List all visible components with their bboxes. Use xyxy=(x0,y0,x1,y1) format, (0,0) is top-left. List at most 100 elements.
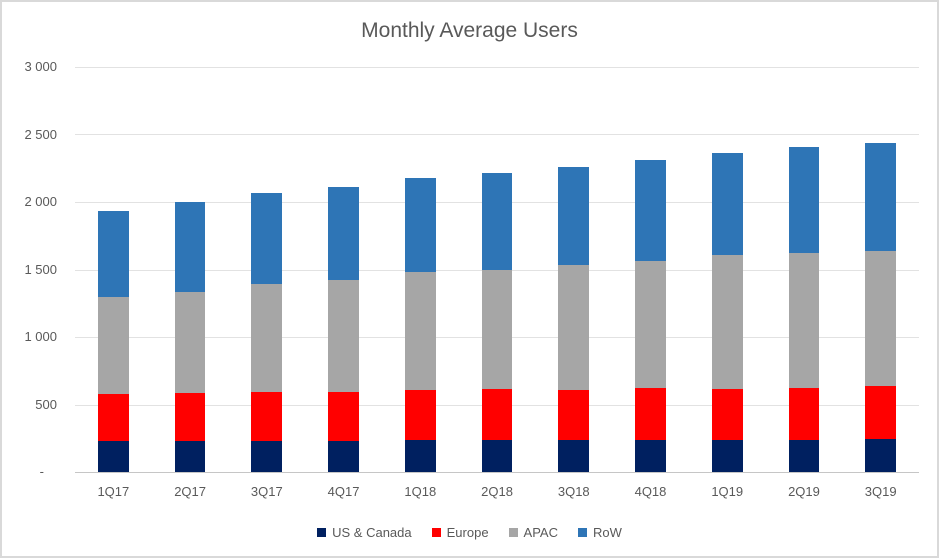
bar-segment-europe xyxy=(788,388,820,440)
x-tick-label: 2Q17 xyxy=(174,484,206,499)
bar-segment-us-canada xyxy=(865,438,897,472)
stacked-bar-1q19 xyxy=(711,67,743,472)
legend-item-us-canada: US & Canada xyxy=(317,525,412,540)
bar-slot-3q19 xyxy=(842,67,919,472)
bar-segment-apac xyxy=(711,255,743,389)
stacked-bar-2q17 xyxy=(174,67,206,472)
bar-segment-europe xyxy=(481,388,513,441)
bar-segment-europe xyxy=(635,388,666,440)
x-tick-label: 3Q17 xyxy=(250,484,283,499)
bar-segment-apac xyxy=(481,269,513,389)
y-tick-label: 3 000 xyxy=(24,59,57,74)
legend: US & Canada Europe APAC RoW xyxy=(2,525,937,540)
bar-slot-2q18 xyxy=(459,67,536,472)
bar-segment-us-canada xyxy=(635,439,666,472)
bar-segment-apac xyxy=(251,283,283,393)
bar-segment-europe xyxy=(328,392,359,441)
stacked-bar-3q17 xyxy=(251,67,283,472)
x-axis-labels: 1Q17 2Q17 3Q17 4Q17 1Q18 2Q18 3Q18 4Q18 1Q19 2Q19… xyxy=(75,484,919,500)
stacked-bar-1q18 xyxy=(404,67,436,472)
bar-segment-row xyxy=(558,166,590,266)
bar-segment-row xyxy=(174,202,206,292)
gridline xyxy=(75,67,919,68)
x-tick-label: 4Q18 xyxy=(634,484,667,499)
legend-swatch-icon xyxy=(317,528,327,537)
stacked-bar-3q18 xyxy=(558,67,590,472)
bar-segment-apac xyxy=(174,291,206,394)
bar-slot-2q17 xyxy=(152,67,229,472)
bar-segment-row xyxy=(481,173,513,270)
y-tick-label: 2 000 xyxy=(24,194,57,209)
bar-segment-row xyxy=(711,152,743,256)
stacked-bar-3q19 xyxy=(865,67,897,472)
y-tick-label: 1 500 xyxy=(24,261,57,277)
bar-segment-us-canada xyxy=(251,440,283,472)
stacked-bar-2q19 xyxy=(788,67,820,472)
bar-slot-1q19 xyxy=(689,67,766,472)
legend-label: US & Canada xyxy=(332,525,412,540)
bar-slot-1q17 xyxy=(75,67,152,472)
x-tick-label: 3Q19 xyxy=(864,484,897,499)
bar-segment-us-canada xyxy=(711,440,743,472)
bar-segment-europe xyxy=(404,389,436,441)
bar-segment-us-canada xyxy=(558,440,590,472)
y-tick-label: - xyxy=(39,464,44,479)
stacked-bar-1q17 xyxy=(98,67,129,472)
bar-segment-us-canada xyxy=(328,440,359,472)
bar-slot-3q17 xyxy=(228,67,305,472)
bar-segment-apac xyxy=(98,296,129,395)
chart-title: Monthly Average Users xyxy=(361,19,578,42)
bar-segment-europe xyxy=(558,389,590,441)
bar-segment-row xyxy=(328,186,359,280)
legend-item-europe: Europe xyxy=(431,525,489,540)
x-tick-label: 4Q17 xyxy=(327,484,360,499)
gridline xyxy=(75,134,919,136)
legend-item-row: RoW xyxy=(577,525,622,540)
x-axis-line xyxy=(75,472,919,473)
plot-area xyxy=(75,67,919,473)
bar-segment-row xyxy=(98,211,129,297)
bar-segment-row xyxy=(788,147,820,253)
x-tick-label: 1Q17 xyxy=(97,484,130,499)
bar-segment-apac xyxy=(558,265,590,390)
bar-segment-us-canada xyxy=(98,440,129,472)
bar-segment-apac xyxy=(865,250,897,387)
bar-segment-us-canada xyxy=(481,440,513,472)
bar-segment-us-canada xyxy=(404,440,436,472)
legend-label: RoW xyxy=(592,525,622,540)
stacked-bar-4q17 xyxy=(328,67,359,472)
bar-segment-apac xyxy=(404,271,436,390)
bar-segment-row xyxy=(865,142,897,251)
y-tick-label: 2 500 xyxy=(24,126,57,142)
y-tick-label: 500 xyxy=(35,396,57,412)
bar-segment-row xyxy=(635,160,666,262)
bar-segment-apac xyxy=(635,261,666,389)
bar-segment-us-canada xyxy=(174,440,206,472)
bar-slot-1q18 xyxy=(382,67,459,472)
legend-label: Europe xyxy=(446,525,489,540)
bar-slot-4q17 xyxy=(305,67,382,472)
stacked-bar-2q18 xyxy=(481,67,513,472)
x-tick-label: 2Q18 xyxy=(481,484,513,499)
legend-item-apac: APAC xyxy=(508,525,558,540)
x-tick-label: 1Q18 xyxy=(404,484,437,499)
bar-segment-us-canada xyxy=(788,439,820,472)
bar-segment-europe xyxy=(174,393,206,441)
bar-slot-4q18 xyxy=(612,67,689,472)
bars-container xyxy=(75,67,919,472)
bar-segment-row xyxy=(404,178,436,272)
stacked-bar-4q18 xyxy=(635,67,666,472)
x-tick-label: 3Q18 xyxy=(557,484,590,499)
bar-segment-europe xyxy=(251,392,283,441)
x-tick-label: 1Q19 xyxy=(711,484,744,499)
bar-segment-row xyxy=(251,192,283,284)
bar-segment-apac xyxy=(788,252,820,389)
legend-swatch-icon xyxy=(577,528,587,537)
legend-swatch-icon xyxy=(508,528,518,537)
legend-label: APAC xyxy=(523,525,558,540)
bar-slot-2q19 xyxy=(766,67,843,472)
bar-segment-europe xyxy=(98,394,129,441)
legend-swatch-icon xyxy=(431,528,441,537)
bar-segment-apac xyxy=(328,279,359,393)
